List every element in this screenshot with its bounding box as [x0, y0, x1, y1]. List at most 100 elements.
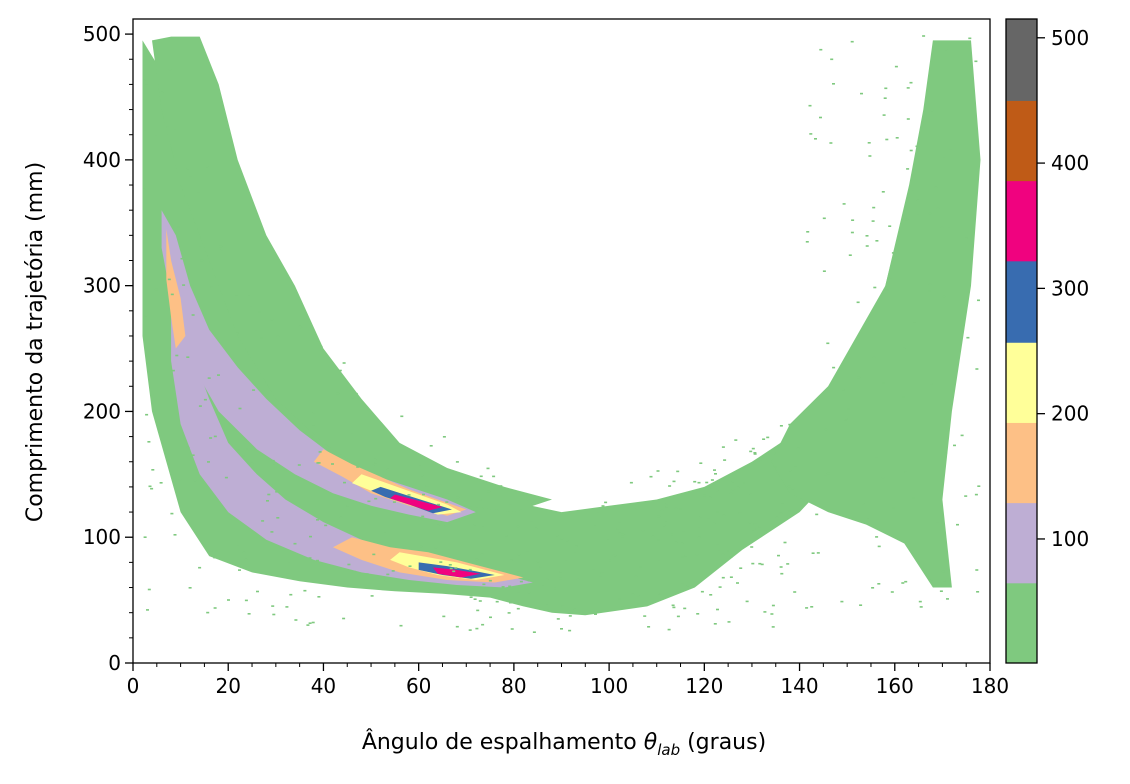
- noise-cell-421: [856, 301, 860, 304]
- noise-cell-132: [697, 527, 701, 529]
- noise-cell-202: [656, 470, 660, 472]
- noise-cell-323: [842, 203, 846, 205]
- noise-cell-230: [779, 425, 783, 427]
- colorbar-frame: [1005, 18, 1038, 664]
- noise-cell-7: [826, 472, 830, 475]
- colorbar-tick-label: 100: [1051, 527, 1089, 551]
- noise-cell-348: [907, 196, 911, 198]
- noise-cell-105: [749, 450, 753, 453]
- noise-cell-385: [452, 570, 456, 573]
- noise-cell-128: [338, 369, 342, 372]
- noise-cell-471: [492, 475, 496, 478]
- noise-cell-337: [696, 613, 700, 615]
- colorbar-bin-1: [1006, 582, 1037, 664]
- noise-cell-350: [714, 473, 717, 475]
- noise-cell-274: [976, 591, 980, 593]
- y-axis: 0 100 200 300 400 500: [83, 22, 133, 675]
- noise-cell-28: [573, 608, 577, 611]
- density-region-6: [166, 229, 186, 349]
- noise-cell-90: [546, 609, 550, 611]
- noise-cell-112: [346, 505, 350, 507]
- noise-cell-235: [826, 342, 830, 345]
- noise-cell-473: [877, 583, 881, 585]
- noise-cell-52: [151, 469, 155, 471]
- noise-cell-95: [771, 626, 775, 628]
- noise-cell-415: [928, 212, 932, 215]
- noise-cell-135: [618, 521, 621, 523]
- noise-cell-472: [830, 58, 834, 61]
- noise-cell-55: [763, 530, 767, 532]
- noise-cell-483: [200, 259, 204, 262]
- noise-cell-190: [207, 461, 210, 463]
- noise-cell-395: [884, 289, 888, 291]
- noise-cell-98: [386, 573, 390, 576]
- noise-cell-30: [447, 548, 451, 550]
- noise-cell-391: [256, 590, 259, 593]
- noise-cell-436: [841, 389, 845, 391]
- noise-cell-141: [442, 615, 446, 618]
- x-tick-label: 20: [215, 674, 240, 698]
- noise-cell-121: [285, 606, 289, 608]
- noise-cell-265: [244, 558, 248, 561]
- noise-cell-183: [832, 366, 836, 369]
- noise-cell-167: [771, 604, 775, 607]
- noise-cell-502: [881, 191, 885, 193]
- noise-cell-158: [400, 415, 404, 418]
- noise-cell-495: [697, 481, 701, 484]
- noise-cell-71: [252, 389, 256, 391]
- noise-cell-450: [680, 542, 684, 545]
- noise-cell-9: [727, 621, 731, 623]
- noise-layer: [142, 35, 981, 633]
- noise-cell-498: [715, 489, 719, 492]
- noise-cell-315: [779, 566, 783, 568]
- noise-cell-96: [392, 501, 396, 503]
- noise-cell-196: [545, 604, 549, 606]
- noise-cell-72: [890, 591, 894, 593]
- noise-cell-508: [705, 481, 709, 484]
- noise-cell-296: [516, 570, 520, 572]
- noise-cell-45: [977, 485, 981, 487]
- noise-cell-211: [439, 561, 443, 563]
- noise-cell-446: [606, 539, 610, 541]
- noise-cell-174: [331, 463, 334, 465]
- noise-cell-308: [964, 237, 968, 239]
- noise-cell-345: [198, 245, 202, 247]
- plot-area: [142, 36, 981, 616]
- noise-cell-259: [272, 613, 276, 616]
- noise-cell-403: [215, 550, 218, 552]
- noise-cell-314: [370, 595, 374, 597]
- noise-cell-456: [175, 354, 179, 357]
- noise-cell-517: [681, 582, 684, 584]
- noise-cell-101: [832, 83, 835, 85]
- noise-cell-492: [686, 584, 690, 587]
- noise-cell-497: [760, 563, 764, 566]
- noise-cell-413: [249, 306, 253, 308]
- noise-cell-411: [956, 523, 959, 526]
- noise-cell-92: [697, 536, 701, 538]
- noise-cell-444: [885, 138, 889, 141]
- noise-cell-461: [428, 587, 432, 590]
- noise-cell-425: [478, 499, 482, 501]
- noise-cell-340: [977, 299, 980, 302]
- noise-cell-328: [787, 485, 791, 488]
- noise-cell-33: [902, 347, 906, 350]
- noise-cell-208: [599, 575, 602, 577]
- noise-cell-400: [148, 485, 152, 488]
- noise-cell-78: [339, 516, 343, 519]
- noise-cell-438: [455, 625, 459, 628]
- noise-cell-143: [736, 486, 740, 488]
- noise-cell-209: [556, 618, 560, 620]
- noise-cell-316: [665, 502, 669, 505]
- noise-cell-220: [681, 556, 685, 558]
- x-tick-label: 160: [876, 674, 914, 698]
- noise-cell-264: [372, 553, 376, 556]
- noise-cell-186: [861, 502, 865, 505]
- noise-cell-406: [930, 578, 934, 581]
- noise-cell-142: [429, 445, 433, 447]
- noise-cell-109: [649, 475, 653, 478]
- noise-cell-327: [383, 531, 387, 533]
- noise-cell-424: [759, 460, 763, 463]
- noise-cell-266: [509, 601, 512, 604]
- noise-cell-394: [298, 325, 302, 328]
- noise-cell-512: [527, 499, 531, 502]
